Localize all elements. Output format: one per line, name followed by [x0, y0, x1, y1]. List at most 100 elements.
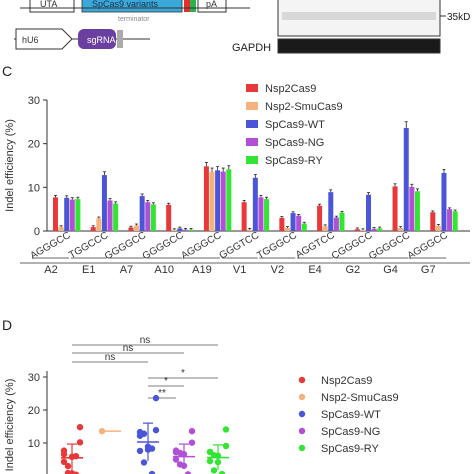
hu6-arrow [15, 28, 73, 50]
c-bar [333, 217, 339, 231]
c-bar [209, 171, 215, 231]
c-bar [220, 171, 226, 231]
c-legend-label: SpCas9-WT [265, 119, 325, 131]
c-bar [58, 227, 64, 231]
c-bar [171, 230, 177, 231]
c-y-axis-label: Indel efficiency (%) [4, 119, 16, 212]
blot-gapdh-label: GAPDH [232, 42, 271, 54]
c-bar [296, 215, 302, 231]
c-bar [414, 191, 420, 231]
c-bar [188, 229, 194, 231]
c-pam-label: AGGTCC [294, 230, 337, 261]
d-y-tick-label: 10 [28, 438, 40, 450]
c-legend-swatch [246, 84, 258, 92]
construct-label-spcas9: SpCas9 variants [92, 0, 159, 9]
c-bar [258, 197, 264, 231]
d-data-point [188, 439, 196, 446]
c-bar [377, 228, 383, 231]
d-significance-label: ns [140, 335, 151, 346]
d-data-point [222, 426, 230, 433]
c-bar [366, 194, 372, 231]
d-data-point [206, 457, 214, 465]
c-legend-swatch [246, 120, 258, 128]
c-bar [139, 196, 145, 231]
construct-box-uta [29, 0, 75, 13]
panel-d-letter: D [2, 317, 12, 333]
c-category-label: E1 [82, 264, 95, 276]
d-data-point [184, 471, 192, 474]
c-bar [203, 166, 209, 231]
c-y-tick-label: 10 [28, 182, 40, 194]
d-data-point [60, 451, 68, 458]
c-legend-label: Nsp2-SmuCas9 [265, 101, 343, 113]
d-y-tick-label: 30 [28, 372, 40, 384]
c-bar [447, 209, 453, 231]
c-bar [392, 186, 398, 231]
d-data-point [152, 426, 160, 434]
c-category-label: A7 [120, 264, 133, 276]
construct-label-sgrna: sgRNA [87, 35, 116, 45]
d-y-axis-label: Indel efficiency (%) [4, 379, 16, 472]
c-bar [247, 229, 253, 231]
c-legend-swatch [246, 156, 258, 164]
c-y-tick-label: 0 [34, 226, 40, 238]
c-pam-label: CGGGCC [330, 230, 374, 262]
d-legend-marker [298, 393, 306, 401]
c-bar [252, 177, 258, 231]
c-bar [64, 197, 70, 231]
c-bar [279, 217, 285, 231]
c-bar [354, 229, 360, 231]
c-bar [360, 230, 366, 231]
construct-box-green [190, 0, 196, 12]
terminator-box [117, 30, 123, 48]
d-legend-marker [298, 444, 306, 452]
d-data-point [152, 394, 160, 402]
blot-marker-label: 35kD [447, 12, 470, 23]
d-data-point [172, 447, 180, 454]
c-bar [177, 228, 183, 231]
c-bar [113, 203, 119, 231]
c-category-label: V2 [271, 264, 284, 276]
c-category-label: A19 [192, 264, 212, 276]
c-bar [145, 202, 151, 231]
c-bar [182, 229, 188, 231]
c-bar [290, 213, 296, 231]
c-y-tick-label: 30 [28, 95, 40, 107]
d-significance-label: ns [123, 343, 134, 354]
d-significance-label: ns [105, 352, 116, 363]
d-data-point [76, 439, 84, 446]
d-data-point [60, 458, 68, 466]
c-bar [403, 127, 409, 231]
c-bar [53, 197, 58, 231]
c-category-label: A2 [44, 264, 57, 276]
d-legend-label: Nsp2Cas9 [321, 375, 372, 387]
d-data-point [148, 470, 156, 474]
c-legend-label: SpCas9-RY [265, 155, 324, 167]
c-bar [452, 211, 458, 231]
c-pam-label: GGGTCC [218, 230, 262, 261]
d-y-tick-label: 20 [28, 405, 40, 417]
c-legend-swatch [246, 102, 258, 110]
c-bar [301, 223, 307, 231]
c-legend-swatch [246, 138, 258, 146]
construct-label-pa: pA [206, 0, 217, 9]
sgrna-box [78, 29, 116, 49]
construct-diagram: UTA SpCas9 variants pA terminator hU6 sg… [14, 0, 250, 50]
c-pam-label: GGGGCC [367, 230, 412, 262]
c-category-label: G4 [383, 264, 398, 276]
d-data-point [64, 462, 72, 470]
c-bar [69, 199, 75, 231]
blot-frame-gapdh [277, 38, 441, 54]
c-bar [322, 226, 328, 231]
c-pam-label: AGGGCC [406, 230, 450, 262]
d-legend-marker [298, 427, 306, 435]
d-data-point [148, 445, 156, 452]
c-bar [339, 212, 345, 231]
construct-box-spcas9 [81, 0, 183, 13]
c-bar [215, 170, 221, 231]
construct-box-red [184, 0, 190, 12]
c-legend-label: SpCas9-NG [265, 137, 324, 149]
d-data-point [222, 442, 230, 450]
d-significance-label: * [164, 376, 168, 387]
